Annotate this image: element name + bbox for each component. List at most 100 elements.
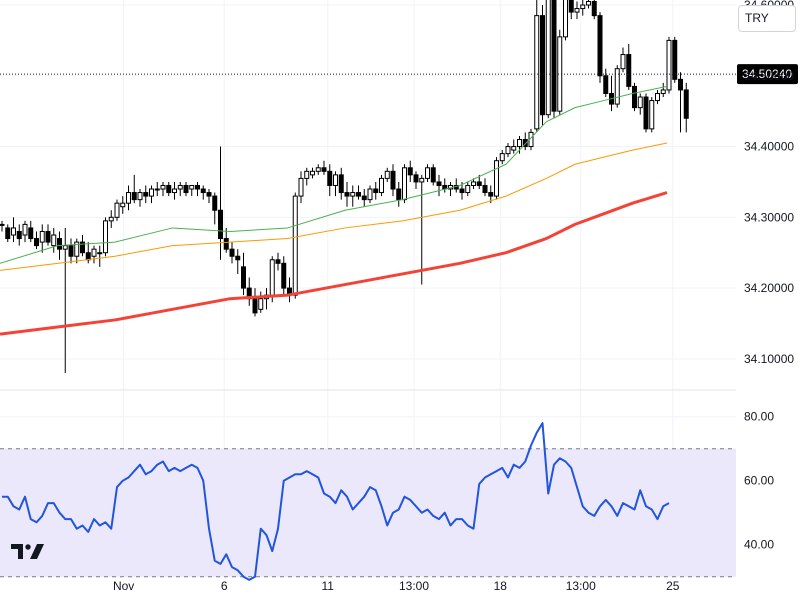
candle-up xyxy=(62,245,68,250)
rsi-tick-label: 40.00 xyxy=(744,538,774,552)
candle-up xyxy=(637,96,643,109)
price-tick-label: 34.20000 xyxy=(744,281,794,295)
candle-up xyxy=(505,146,511,155)
candle-up xyxy=(471,181,476,186)
candle-up xyxy=(499,153,505,162)
candle-down xyxy=(361,195,367,201)
candle-down xyxy=(396,188,402,201)
candle-down xyxy=(407,167,413,176)
candle-down xyxy=(34,238,39,247)
candle-down xyxy=(235,255,241,261)
candle-up xyxy=(367,188,373,201)
time-tick-label: 25 xyxy=(666,579,680,593)
candle-up xyxy=(494,160,499,197)
candle-down xyxy=(568,0,574,13)
candle-down xyxy=(45,230,51,243)
candle-down xyxy=(344,192,350,197)
time-axis[interactable]: Nov 6 11 13:00 18 13:00 25 xyxy=(113,579,680,593)
candle-down xyxy=(275,259,281,264)
candle-down xyxy=(85,252,91,261)
tradingview-logo[interactable] xyxy=(11,542,45,560)
candle-up xyxy=(310,170,315,176)
rsi-tick-label: 60.00 xyxy=(744,474,774,488)
rsi-band-fill xyxy=(0,448,736,577)
candle-up xyxy=(177,184,183,190)
candle-down xyxy=(626,54,632,87)
last-price-marker: 34.50240 xyxy=(0,64,798,85)
candle-down xyxy=(183,184,189,194)
candle-down xyxy=(166,184,172,194)
logo-t-shape xyxy=(11,544,23,559)
candle-up xyxy=(511,146,517,151)
time-tick-label: 11 xyxy=(322,579,335,593)
candle-up xyxy=(379,177,384,194)
rsi-line xyxy=(2,422,670,581)
candle-up xyxy=(258,298,264,310)
time-tick-label: Nov xyxy=(113,579,134,593)
grid xyxy=(0,0,736,570)
price-tick-label: 34.30000 xyxy=(744,210,794,224)
candle-down xyxy=(603,75,609,94)
candle-up xyxy=(114,202,120,218)
candle-down xyxy=(229,248,235,257)
ma-fast-line xyxy=(0,85,668,264)
candle-down xyxy=(5,227,11,240)
candle-down xyxy=(241,266,246,289)
candle-up xyxy=(269,259,275,296)
rsi-axis[interactable]: 80.00 60.00 40.00 xyxy=(744,410,774,552)
candle-down xyxy=(356,192,361,197)
candle-up xyxy=(149,188,154,197)
candle-down xyxy=(28,227,34,240)
candle-up xyxy=(298,177,304,197)
last-price-box xyxy=(737,64,798,85)
candle-down xyxy=(522,138,528,148)
candle-down xyxy=(591,0,597,17)
price-axis[interactable]: 34.6000034.5000034.4000034.3000034.20000… xyxy=(744,0,794,366)
candle-up xyxy=(120,202,126,208)
candle-down xyxy=(200,188,206,194)
candle-down xyxy=(252,298,258,314)
candle-up xyxy=(425,167,430,179)
candle-down xyxy=(218,209,223,240)
candle-up xyxy=(384,170,390,179)
candle-down xyxy=(476,181,482,186)
rsi-tick-label: 80.00 xyxy=(744,410,774,424)
candle-down xyxy=(632,85,637,109)
candle-down xyxy=(678,78,683,91)
candle-down xyxy=(68,245,74,257)
candle-up xyxy=(333,174,338,186)
currency-selector[interactable]: TRY xyxy=(738,5,796,32)
candle-down xyxy=(643,96,649,130)
candle-down xyxy=(195,184,200,190)
candle-down xyxy=(430,167,436,183)
candle-up xyxy=(91,248,97,257)
time-tick-label: 6 xyxy=(221,579,228,593)
candle-up xyxy=(534,15,540,130)
candle-up xyxy=(11,227,16,236)
candle-down xyxy=(281,262,287,289)
price-tick-label: 34.10000 xyxy=(744,352,794,366)
candle-down xyxy=(597,15,603,77)
price-tick-label: 34.40000 xyxy=(744,140,794,154)
ma-slow-line xyxy=(0,191,668,336)
candle-up xyxy=(172,188,177,194)
rsi-band xyxy=(0,448,736,578)
candle-up xyxy=(580,4,586,10)
candle-up xyxy=(0,223,5,226)
price-tick-label: 34.50000 xyxy=(744,69,794,83)
candle-up xyxy=(160,184,166,190)
candle-down xyxy=(212,195,218,211)
candle-up xyxy=(465,184,471,194)
candlestick-series xyxy=(0,0,689,374)
candle-up xyxy=(660,89,666,94)
candle-down xyxy=(540,15,545,116)
candle-up xyxy=(649,100,655,130)
candle-up xyxy=(137,192,143,201)
candle-up xyxy=(620,54,626,70)
candle-down xyxy=(338,174,344,194)
time-tick-label: 18 xyxy=(494,579,508,593)
time-tick-label: 13:00 xyxy=(399,579,429,593)
candle-down xyxy=(482,184,488,194)
candle-up xyxy=(154,188,160,191)
